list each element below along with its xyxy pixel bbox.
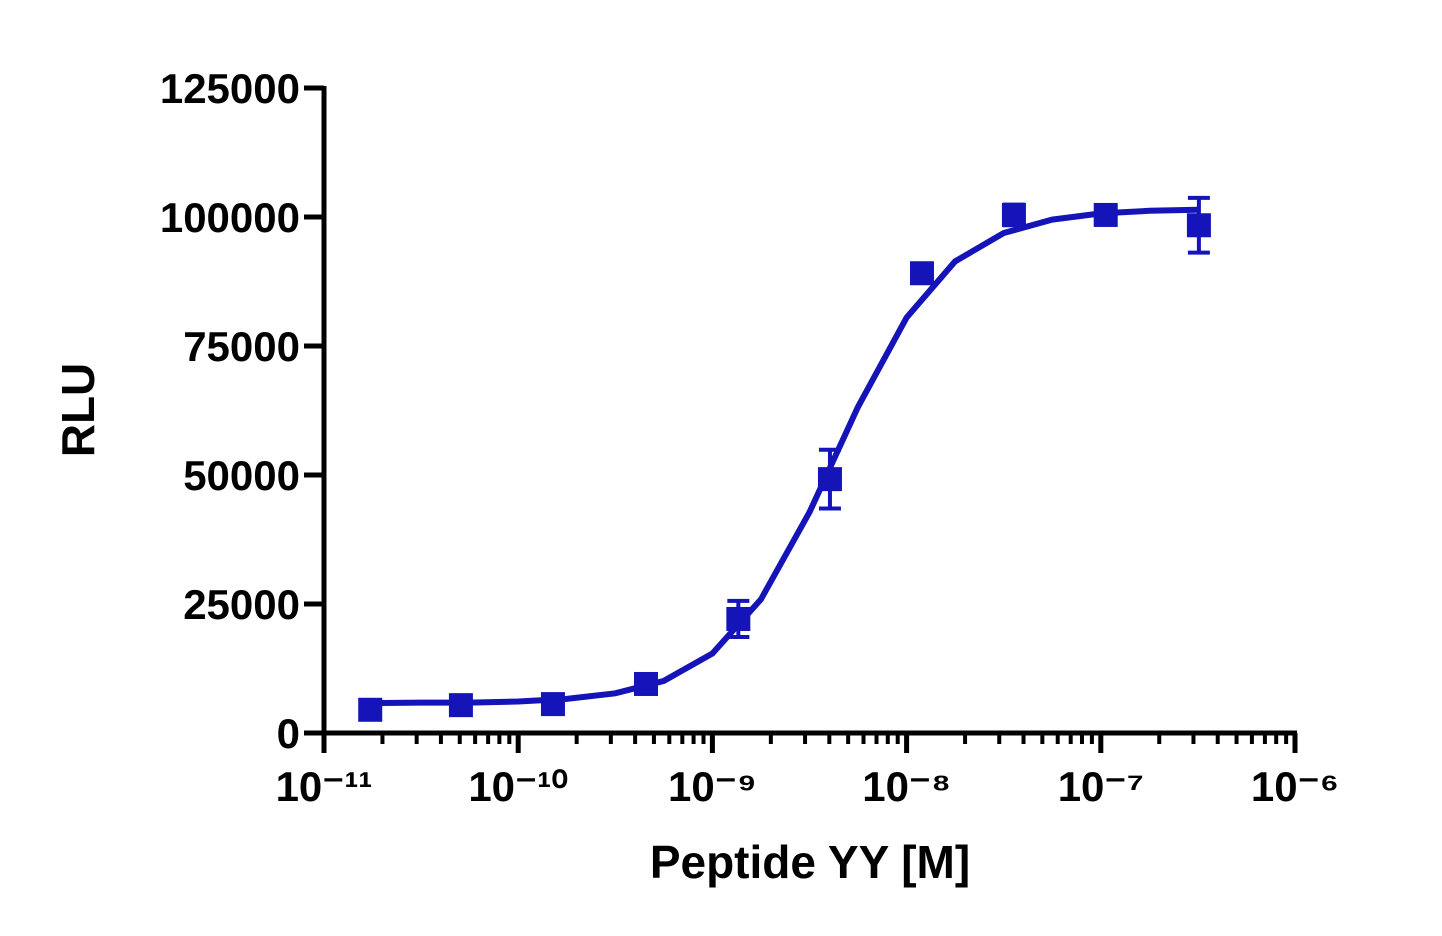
x-tick-label: 10⁻¹¹ xyxy=(276,763,373,810)
marker xyxy=(1186,213,1211,238)
marker xyxy=(448,693,473,718)
marker xyxy=(1001,202,1026,227)
x-tick-label: 10⁻⁷ xyxy=(1058,763,1144,810)
y-tick-label: 75000 xyxy=(183,323,300,370)
x-axis-title: Peptide YY [M] xyxy=(650,836,970,888)
x-tick-label: 10⁻⁹ xyxy=(668,763,757,810)
marker xyxy=(1093,202,1118,227)
x-tick-label: 10⁻⁸ xyxy=(862,763,951,810)
fit-curve xyxy=(372,206,1198,707)
y-tick-label: 125000 xyxy=(160,65,300,112)
x-tick-label: 10⁻⁶ xyxy=(1251,763,1339,810)
y-tick-label: 50000 xyxy=(183,452,300,499)
marker xyxy=(817,467,842,492)
marker xyxy=(726,606,751,631)
y-tick-label: 25000 xyxy=(183,581,300,628)
marker xyxy=(909,261,934,286)
y-axis-title: RLU xyxy=(52,363,104,458)
y-tick-label: 100000 xyxy=(160,194,300,241)
marker xyxy=(633,671,658,696)
x-tick-label: 10⁻¹⁰ xyxy=(468,763,568,810)
y-tick-label: 0 xyxy=(277,710,300,757)
marker xyxy=(358,697,383,722)
marker xyxy=(540,692,565,717)
